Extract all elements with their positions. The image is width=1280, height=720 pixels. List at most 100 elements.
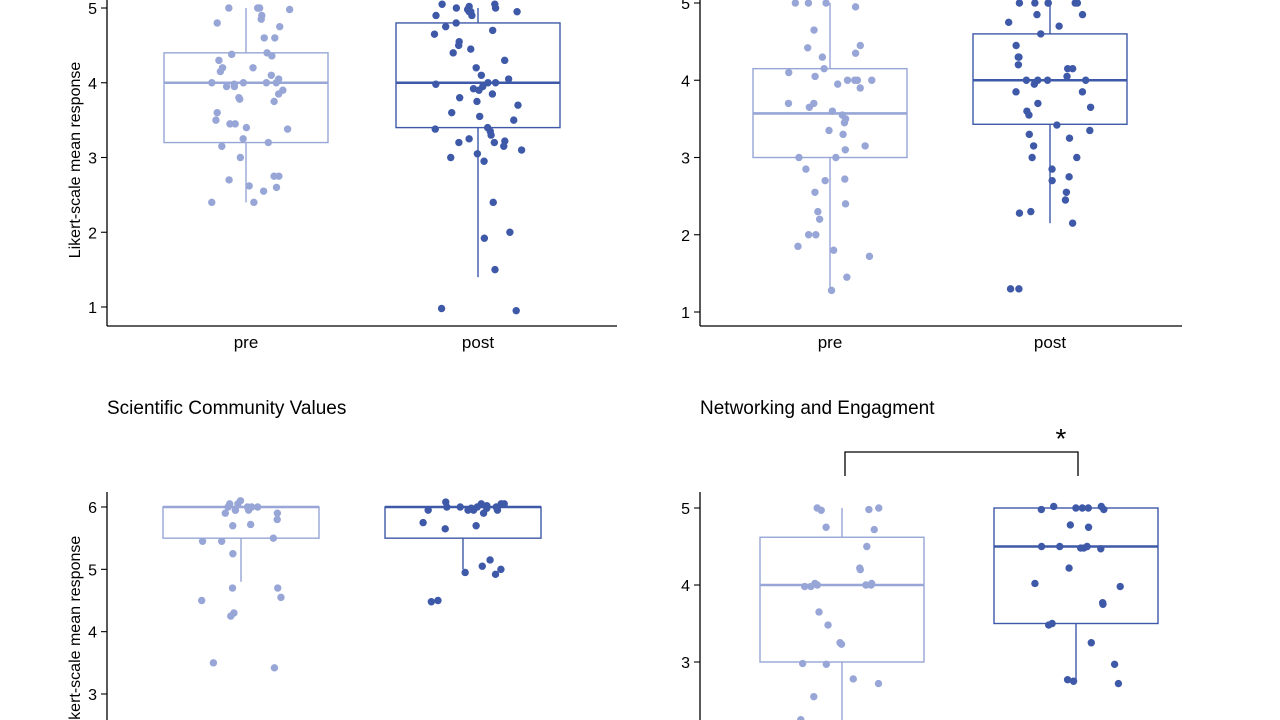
data-point	[1037, 505, 1046, 514]
data-point	[856, 565, 865, 574]
data-point	[473, 97, 481, 106]
data-point	[810, 692, 818, 701]
data-point	[1015, 285, 1023, 293]
x-tick-label: post	[1034, 333, 1066, 352]
data-point	[271, 34, 279, 42]
data-point	[231, 506, 240, 514]
data-point	[1034, 99, 1042, 108]
data-point	[512, 307, 520, 315]
data-point	[488, 26, 497, 35]
data-point	[1114, 679, 1123, 688]
data-point	[517, 146, 526, 154]
data-point	[843, 76, 852, 84]
data-point	[452, 4, 461, 12]
data-point	[491, 79, 500, 87]
data-point	[802, 165, 810, 173]
data-point	[1030, 80, 1039, 88]
data-point	[1025, 111, 1033, 119]
data-point	[874, 679, 883, 688]
significance-bracket	[844, 451, 1079, 476]
data-point	[472, 64, 480, 72]
data-point	[812, 231, 820, 239]
data-point	[1037, 30, 1045, 38]
data-point	[478, 562, 486, 570]
data-point	[447, 153, 455, 162]
panel-2: 1 2 3 4 5 pre post	[681, 0, 1182, 352]
data-point	[441, 525, 449, 533]
data-point	[246, 520, 255, 529]
panel-1: Likert-scale mean response 1 2 3 4 5 pre post	[67, 0, 617, 352]
data-point	[272, 183, 281, 192]
data-point	[455, 138, 463, 147]
data-point	[820, 64, 828, 73]
data-point	[441, 22, 450, 31]
data-point	[1116, 582, 1124, 591]
data-point	[1043, 76, 1052, 84]
data-point	[480, 234, 489, 242]
data-point	[221, 509, 229, 517]
data-point	[1050, 502, 1058, 511]
data-point	[1069, 677, 1078, 685]
data-point	[1022, 76, 1031, 84]
data-point	[424, 506, 432, 514]
y-tick-label: 6	[88, 500, 97, 517]
data-point	[228, 584, 237, 592]
data-point	[213, 108, 221, 117]
data-point	[500, 142, 508, 150]
data-point	[1078, 10, 1087, 19]
data-point	[216, 67, 225, 76]
data-point	[273, 509, 282, 517]
y-tick-label: 2	[88, 225, 97, 242]
data-point	[208, 198, 216, 207]
data-point	[270, 172, 278, 180]
data-point	[828, 107, 837, 115]
data-point	[486, 556, 494, 564]
data-point	[870, 525, 878, 534]
data-point	[513, 8, 521, 16]
data-point	[276, 22, 284, 31]
iqr-box	[384, 506, 542, 539]
data-point	[1015, 209, 1024, 217]
data-point	[865, 252, 874, 261]
data-point	[1081, 76, 1090, 84]
data-point	[431, 125, 439, 133]
y-tick-label: 3	[88, 151, 97, 168]
data-point	[814, 207, 822, 216]
data-point	[797, 716, 805, 720]
data-point	[273, 515, 281, 524]
y-axis-title: Likert-scale mean response	[67, 62, 84, 259]
significance-asterisk: *	[1056, 423, 1067, 454]
data-point	[249, 64, 257, 72]
data-point	[1065, 173, 1073, 181]
data-point	[1110, 660, 1119, 669]
data-point	[491, 265, 499, 274]
data-point	[222, 82, 231, 91]
data-point	[510, 116, 518, 124]
data-point	[493, 506, 502, 514]
data-point	[285, 5, 294, 14]
data-point	[452, 19, 460, 27]
data-point	[491, 4, 500, 12]
data-point	[461, 568, 469, 577]
data-point	[438, 0, 446, 8]
data-point	[804, 0, 813, 7]
data-point	[239, 135, 247, 143]
data-point	[1055, 22, 1063, 30]
data-point	[1053, 121, 1061, 129]
data-point	[1031, 579, 1039, 588]
data-point	[272, 79, 280, 87]
data-point	[242, 123, 251, 132]
data-point	[487, 131, 495, 139]
data-point	[1065, 134, 1074, 142]
data-point	[475, 112, 484, 121]
data-point	[818, 53, 827, 61]
data-point	[274, 584, 282, 592]
data-point	[229, 522, 237, 530]
data-point	[1068, 219, 1077, 227]
data-point	[822, 523, 830, 531]
data-point	[843, 273, 851, 281]
data-point	[1065, 564, 1073, 572]
y-tick-label: 4	[681, 73, 690, 90]
data-point	[215, 56, 223, 65]
data-point	[231, 120, 239, 128]
